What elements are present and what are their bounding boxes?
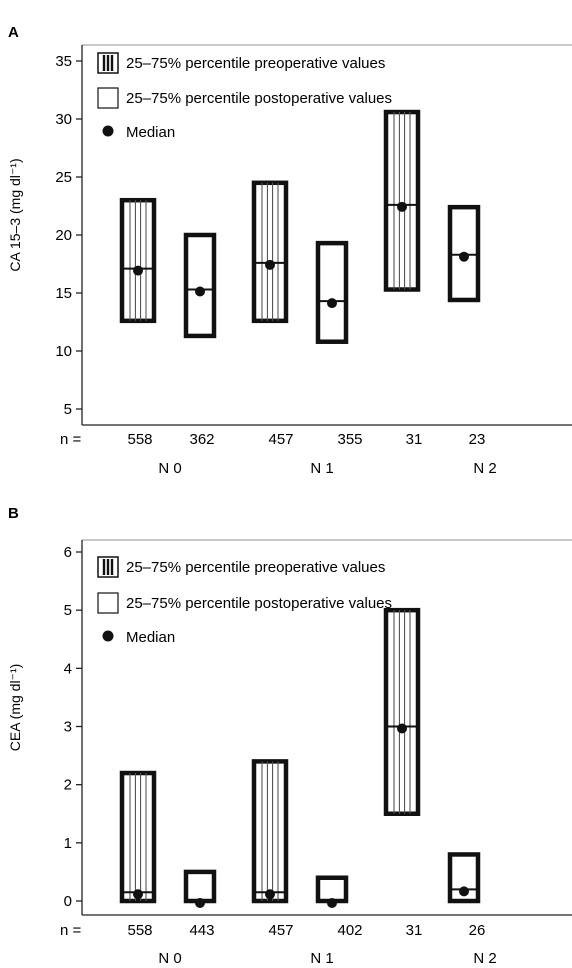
median-marker (133, 889, 143, 900)
group-label: N 2 (473, 950, 496, 967)
legend-post-swatch (97, 592, 119, 614)
y-tick-label: 6 (64, 544, 72, 561)
box-frame (183, 232, 217, 339)
y-tick-label: 20 (55, 227, 72, 244)
y-tick-label: 25 (55, 169, 72, 186)
median-marker (265, 259, 275, 270)
n-label: 355 (337, 431, 362, 448)
legend-pre-swatch (97, 556, 119, 578)
n-label: 558 (127, 431, 152, 448)
panel-a: A 5 10 15 20 25 30 35 CA 15–3 (mg dl⁻¹) 25–75% pe… (7, 24, 572, 477)
n-label: 31 (406, 431, 423, 448)
y-tick-label: 15 (55, 285, 72, 302)
group-label: N 1 (310, 950, 333, 967)
box-post (447, 852, 481, 904)
legend: 25–75% percentile preoperative values 25–… (97, 52, 392, 141)
panel-letter: B (8, 505, 19, 522)
box-frame (251, 759, 289, 904)
box-post (183, 232, 217, 339)
legend-post-label: 25–75% percentile postoperative values (126, 90, 392, 107)
legend-pre-label: 25–75% percentile preoperative values (126, 559, 385, 576)
box-frame (315, 875, 349, 904)
n-label: 402 (337, 922, 362, 939)
n-label: 457 (268, 431, 293, 448)
n-label: 457 (268, 922, 293, 939)
y-tick-label: 0 (64, 893, 72, 910)
box-post (183, 869, 217, 908)
legend-post-label: 25–75% percentile postoperative values (126, 595, 392, 612)
median-marker (459, 886, 469, 897)
y-tick-label: 2 (64, 777, 72, 794)
median-marker (327, 898, 337, 908)
box-frame (383, 109, 421, 292)
median-marker (195, 898, 205, 908)
box-pre (119, 770, 157, 904)
median-marker (195, 286, 205, 297)
legend-median-label: Median (126, 124, 175, 141)
box-post (447, 204, 481, 303)
box-pre (251, 759, 289, 904)
box-frame (383, 607, 421, 817)
n-label: 362 (189, 431, 214, 448)
legend-median-dot (102, 630, 114, 642)
box-frame (119, 770, 157, 904)
legend-post-swatch (97, 87, 119, 109)
group-label: N 0 (158, 460, 181, 477)
y-tick-label: 30 (55, 111, 72, 128)
legend: 25–75% percentile preoperative values 25–… (97, 556, 392, 646)
group-label: N 2 (473, 460, 496, 477)
panel-letter: A (8, 24, 19, 41)
n-prefix: n = (60, 922, 82, 939)
n-label: 23 (469, 431, 486, 448)
n-prefix: n = (60, 431, 82, 448)
box-post (315, 240, 349, 344)
legend-median-label: Median (126, 629, 175, 646)
median-marker (265, 889, 275, 900)
box-frame (183, 869, 217, 904)
group-label: N 1 (310, 460, 333, 477)
n-label: 26 (469, 922, 486, 939)
median-marker (397, 723, 407, 734)
box-pre (383, 109, 421, 292)
box-frame (251, 180, 289, 324)
box-pre (383, 607, 421, 817)
legend-pre-swatch (97, 52, 119, 74)
box-frame (315, 240, 349, 344)
n-label: 558 (127, 922, 152, 939)
y-tick-label: 5 (64, 602, 72, 619)
legend-pre-label: 25–75% percentile preoperative values (126, 55, 385, 72)
median-marker (327, 298, 337, 309)
box-pre (251, 180, 289, 324)
y-axis-label: CA 15–3 (mg dl⁻¹) (7, 158, 23, 271)
legend-median-dot (102, 125, 114, 137)
y-tick-label: 1 (64, 835, 72, 852)
median-marker (397, 201, 407, 212)
y-tick-label: 5 (64, 401, 72, 418)
y-tick-label: 35 (55, 53, 72, 70)
y-tick-label: 3 (64, 719, 72, 736)
box-pre (119, 197, 157, 324)
y-axis-label: CEA (mg dl⁻¹) (7, 664, 23, 752)
box-frame (119, 197, 157, 324)
median-marker (459, 251, 469, 262)
y-tick-label: 10 (55, 343, 72, 360)
panel-b: B 0 1 2 3 4 5 6 CEA (mg dl⁻¹) 25–75% percentile p… (7, 505, 572, 967)
n-label: 31 (406, 922, 423, 939)
median-marker (133, 265, 143, 276)
box-post (315, 875, 349, 908)
n-label: 443 (189, 922, 214, 939)
y-tick-label: 4 (64, 660, 72, 677)
group-label: N 0 (158, 950, 181, 967)
